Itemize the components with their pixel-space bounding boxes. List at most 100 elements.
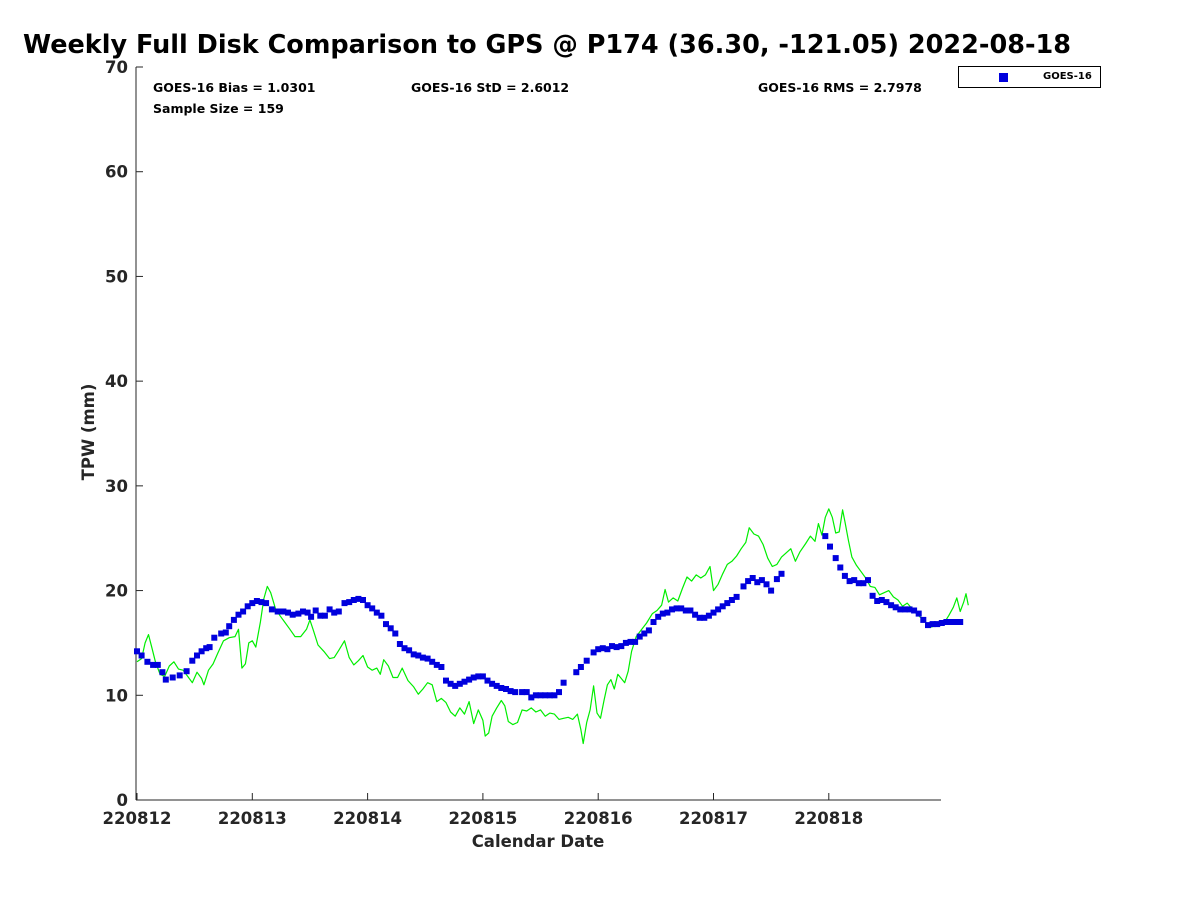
goes16-point: [878, 597, 885, 603]
goes16-point: [369, 605, 376, 612]
goes16-point: [888, 602, 895, 609]
goes16-point: [360, 597, 366, 603]
goes16-point: [929, 621, 936, 628]
goes16-point: [577, 664, 584, 670]
goes16-point: [406, 647, 413, 654]
goes16-point: [387, 625, 394, 632]
goes16-point: [373, 609, 380, 616]
goes16-point: [832, 555, 839, 562]
y-tick-label: 50: [105, 267, 128, 286]
goes16-point: [470, 674, 477, 681]
sample-size-stat: Sample Size = 159: [153, 101, 284, 116]
goes16-point: [383, 621, 389, 628]
goes16-point: [768, 587, 775, 594]
goes16-point: [203, 645, 210, 652]
goes16-point: [285, 609, 291, 616]
goes16-point: [419, 654, 426, 661]
goes16-point: [280, 608, 287, 615]
goes16-point: [551, 692, 558, 699]
goes16-point: [484, 677, 491, 684]
goes16-point: [874, 598, 881, 604]
goes16-point: [851, 577, 858, 584]
goes16-point: [609, 643, 615, 650]
goes16-point: [604, 646, 611, 653]
goes16-point: [948, 619, 954, 625]
goes16-point: [424, 655, 431, 662]
goes16-point: [837, 564, 844, 571]
goes16-point: [326, 606, 333, 613]
goes16-point: [618, 643, 625, 650]
goes16-point: [925, 622, 931, 629]
goes16-point: [715, 606, 722, 613]
goes16-point: [641, 630, 648, 637]
goes16-point: [906, 606, 913, 613]
legend-entry-goes16: GOES-16: [1043, 71, 1092, 82]
goes16-point: [846, 578, 853, 585]
legend: GOES-16: [958, 66, 1101, 88]
goes16-point: [622, 639, 629, 646]
x-tick-label: 220818: [794, 809, 863, 828]
goes16-point: [321, 612, 328, 619]
y-tick-label: 30: [105, 477, 128, 496]
goes16-point: [341, 600, 348, 607]
goes16-point: [627, 638, 634, 645]
goes16-point: [456, 680, 463, 687]
goes16-point: [189, 657, 196, 664]
goes16-point: [943, 619, 950, 625]
goes16-point: [346, 599, 353, 606]
goes16-point: [650, 619, 657, 625]
gps-series: [136, 508, 969, 745]
goes16-point: [758, 577, 765, 584]
x-tick-label: 220817: [679, 809, 748, 828]
goes16-point: [253, 598, 260, 604]
y-tick-label: 10: [105, 686, 128, 705]
chart-title: Weekly Full Disk Comparison to GPS @ P17…: [23, 30, 1072, 60]
goes16-point: [312, 607, 319, 614]
goes16-point: [934, 621, 941, 628]
x-tick-label: 220815: [448, 809, 517, 828]
goes16-point: [443, 677, 449, 684]
bias-stat: GOES-16 Bias = 1.0301: [153, 80, 316, 95]
goes16-point: [304, 609, 311, 616]
goes16-point: [183, 668, 190, 675]
goes16-point: [317, 612, 324, 619]
goes16-point: [211, 634, 218, 641]
std-stat: GOES-16 StD = 2.6012: [411, 80, 570, 95]
goes16-point: [300, 608, 306, 615]
goes16-point: [659, 610, 666, 617]
axes: 0 10 20 30 40 50 60 70 220812 220813 220814 220815 2…: [103, 58, 941, 828]
goes16-point: [773, 576, 780, 583]
goes16-point: [724, 600, 731, 607]
goes16-point: [138, 652, 145, 659]
goes16-point: [537, 692, 544, 699]
goes16-point: [235, 611, 242, 618]
goes16-point: [162, 676, 169, 683]
goes16-point: [378, 612, 385, 619]
goes16-point: [542, 692, 549, 699]
goes16-point: [655, 613, 662, 620]
goes16-point: [466, 676, 473, 683]
goes16-point: [335, 608, 342, 615]
goes16-point: [892, 604, 899, 611]
goes16-point: [733, 593, 740, 600]
goes16-point: [583, 657, 590, 664]
goes16-point: [410, 651, 417, 658]
goes16-point: [134, 648, 140, 655]
goes16-point: [719, 603, 726, 610]
goes16-point: [308, 613, 315, 620]
goes16-point: [429, 658, 436, 665]
goes16-point: [154, 661, 161, 668]
goes16-point: [198, 648, 205, 655]
goes16-point: [415, 652, 422, 659]
goes16-point: [749, 575, 756, 581]
x-tick-label: 220813: [218, 809, 287, 828]
goes16-point: [754, 579, 761, 586]
goes16-point: [669, 606, 675, 613]
goes16-point: [447, 680, 454, 687]
goes16-point: [493, 682, 500, 689]
goes16-point: [258, 599, 265, 606]
goes16-point: [206, 644, 213, 651]
goes16-point: [503, 686, 509, 692]
goes16-point: [461, 678, 468, 685]
goes16-point: [498, 685, 505, 691]
